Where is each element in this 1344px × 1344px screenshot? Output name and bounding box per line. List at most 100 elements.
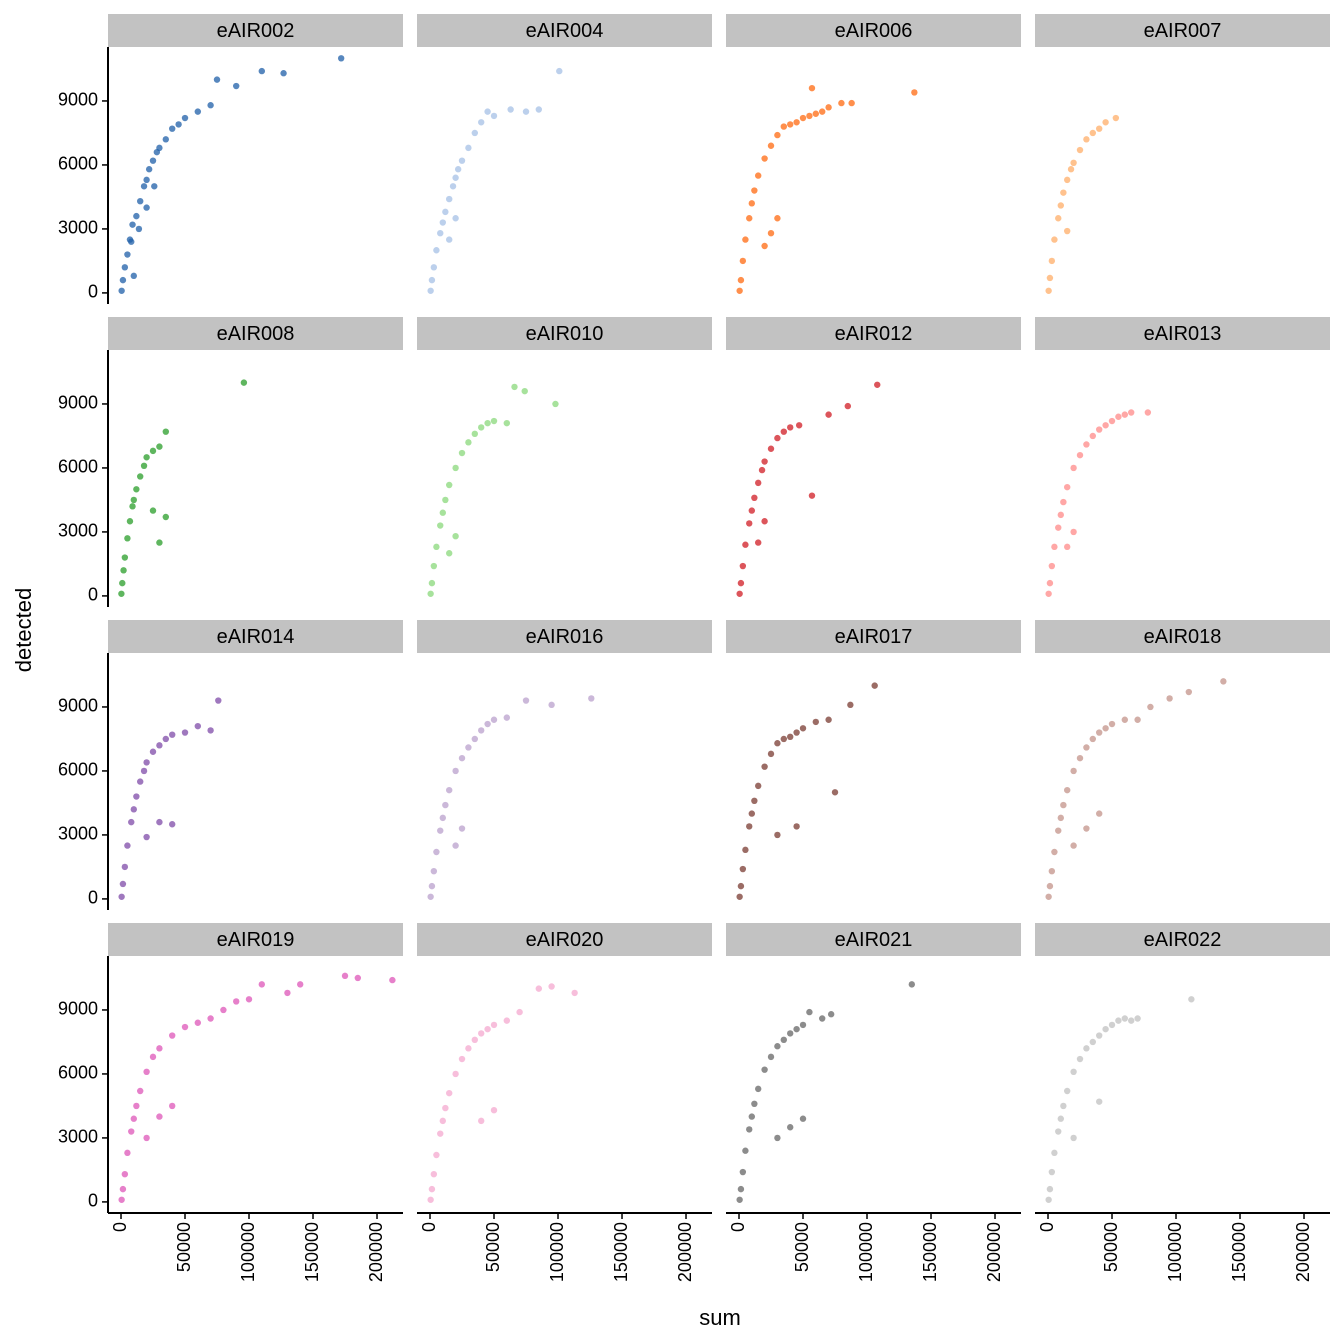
point bbox=[755, 1085, 762, 1093]
point bbox=[427, 893, 434, 900]
point bbox=[761, 155, 768, 162]
point bbox=[746, 1126, 753, 1133]
point bbox=[143, 1134, 150, 1142]
point bbox=[439, 509, 447, 516]
point bbox=[1083, 136, 1090, 143]
x-tick-label: 200000 bbox=[675, 1222, 695, 1282]
point bbox=[118, 1196, 125, 1203]
point bbox=[471, 430, 479, 438]
point bbox=[140, 183, 148, 190]
facet-strip bbox=[1035, 620, 1330, 653]
facet-strip bbox=[1035, 14, 1330, 47]
point bbox=[1134, 716, 1141, 723]
facet-title: eAIR002 bbox=[217, 20, 295, 42]
y-tick-label: 3000 bbox=[58, 218, 98, 238]
point bbox=[1115, 1017, 1122, 1024]
facet-points bbox=[736, 682, 878, 900]
point bbox=[1096, 1098, 1103, 1105]
point bbox=[1096, 426, 1103, 433]
point bbox=[130, 272, 138, 280]
y-tick-label: 3000 bbox=[58, 824, 98, 844]
point bbox=[121, 264, 129, 271]
point bbox=[748, 810, 756, 817]
point bbox=[1188, 996, 1195, 1003]
point bbox=[806, 112, 813, 120]
point bbox=[452, 1070, 459, 1078]
point bbox=[793, 823, 800, 830]
point bbox=[737, 276, 745, 284]
point bbox=[1070, 528, 1077, 536]
x-tick-label: 100000 bbox=[856, 1222, 876, 1282]
point bbox=[737, 1185, 745, 1193]
point bbox=[799, 1115, 807, 1122]
point bbox=[162, 735, 170, 743]
point bbox=[1112, 114, 1120, 122]
point bbox=[761, 518, 768, 525]
point bbox=[442, 496, 449, 504]
point bbox=[446, 195, 453, 203]
point bbox=[442, 801, 449, 809]
point bbox=[552, 400, 559, 408]
point bbox=[130, 1115, 138, 1122]
x-tick-label: 50000 bbox=[792, 1222, 812, 1272]
point bbox=[742, 541, 749, 548]
point bbox=[162, 428, 170, 435]
point bbox=[433, 543, 440, 551]
point bbox=[240, 379, 248, 386]
point bbox=[156, 818, 163, 826]
point bbox=[503, 419, 511, 427]
point bbox=[1083, 825, 1090, 832]
point bbox=[207, 102, 214, 109]
point bbox=[1089, 432, 1097, 440]
point bbox=[1070, 464, 1077, 472]
facet-points bbox=[427, 383, 559, 597]
point bbox=[446, 481, 453, 489]
point bbox=[1048, 562, 1056, 570]
facet-title: eAIR007 bbox=[1144, 20, 1222, 42]
point bbox=[280, 70, 287, 77]
point bbox=[755, 172, 762, 179]
point bbox=[430, 562, 438, 570]
x-tick-label: 100000 bbox=[238, 1222, 258, 1282]
x-tick-label: 0 bbox=[419, 1222, 439, 1232]
facet-points bbox=[736, 84, 918, 294]
point bbox=[454, 166, 462, 173]
point bbox=[118, 893, 125, 900]
y-tick-label: 9000 bbox=[58, 696, 98, 716]
point bbox=[1096, 125, 1103, 132]
facet-strip bbox=[417, 620, 712, 653]
point bbox=[490, 1021, 498, 1029]
facet-points bbox=[118, 379, 248, 597]
point bbox=[507, 106, 514, 113]
x-tick-label: 0 bbox=[728, 1222, 748, 1232]
facet-title: eAIR013 bbox=[1144, 323, 1222, 345]
point bbox=[1220, 678, 1227, 685]
point bbox=[571, 989, 578, 997]
facet-strip bbox=[1035, 923, 1330, 956]
point bbox=[1083, 744, 1090, 751]
facet-title: eAIR008 bbox=[217, 323, 295, 345]
point bbox=[452, 464, 459, 472]
point bbox=[1108, 720, 1116, 728]
point bbox=[458, 449, 466, 457]
y-tick-label: 3000 bbox=[58, 521, 98, 541]
point bbox=[751, 1100, 758, 1108]
point bbox=[181, 1023, 189, 1031]
point bbox=[428, 276, 436, 284]
point bbox=[437, 229, 444, 237]
point bbox=[806, 1008, 813, 1016]
point bbox=[774, 1043, 781, 1050]
point bbox=[767, 142, 775, 149]
point bbox=[767, 445, 775, 452]
point bbox=[812, 110, 820, 117]
point bbox=[780, 428, 788, 435]
point bbox=[169, 1032, 176, 1039]
point bbox=[1185, 688, 1193, 696]
point bbox=[194, 108, 202, 115]
x-tick-label: 200000 bbox=[984, 1222, 1004, 1282]
y-tick-label: 0 bbox=[88, 1191, 98, 1211]
point bbox=[149, 157, 157, 164]
point bbox=[1144, 409, 1152, 416]
facet-strip bbox=[108, 14, 403, 47]
point bbox=[1102, 725, 1109, 732]
